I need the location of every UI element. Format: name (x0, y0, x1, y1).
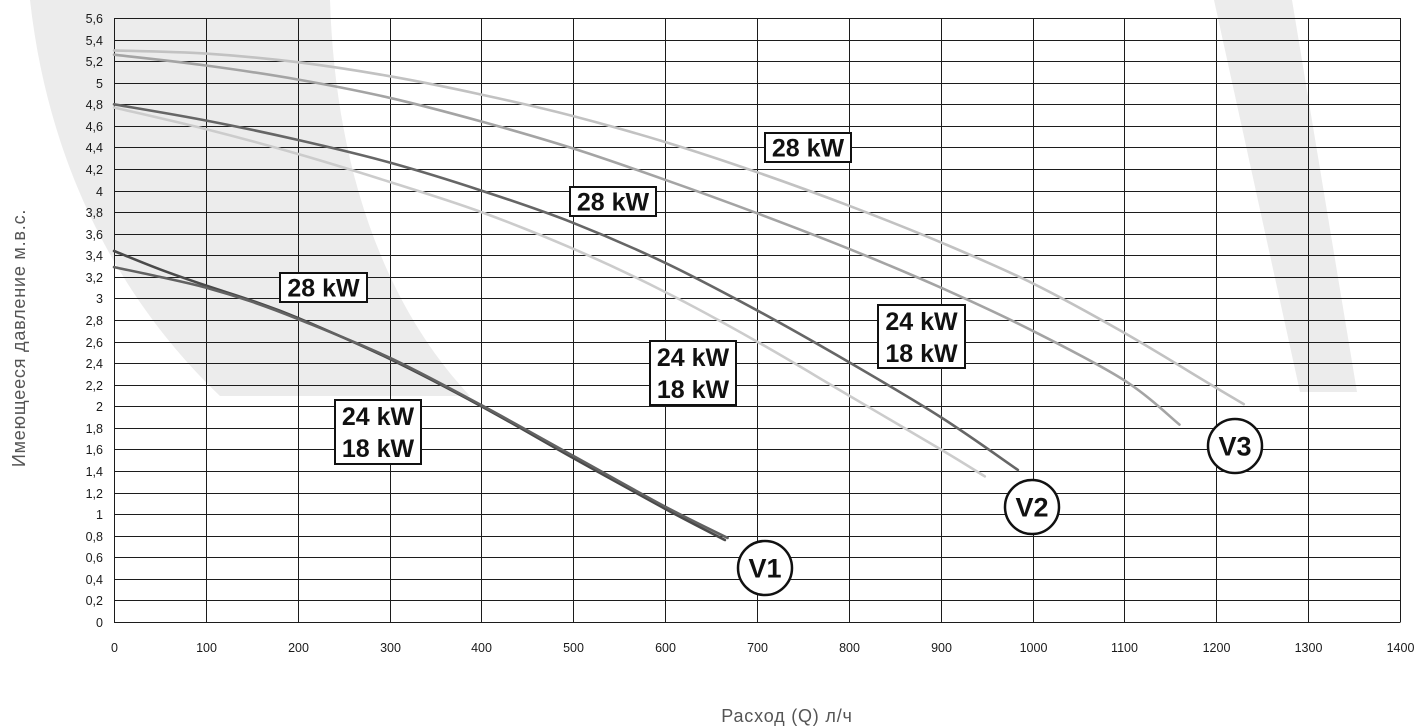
grid (114, 18, 1401, 623)
speed-text: V2 (1015, 493, 1048, 523)
label-v1-28kw: 28 kW (279, 272, 368, 303)
x-tick-label: 1000 (1020, 641, 1048, 655)
speed-circle (736, 539, 794, 597)
y-tick-label: 0 (96, 616, 103, 630)
curve-v1-24-kw-18-kw (112, 265, 729, 540)
y-tick-label: 1,4 (86, 465, 103, 479)
curve-v3-28-kw (112, 49, 1246, 406)
pump-curves (112, 49, 1246, 542)
y-tick-label: 2,8 (86, 314, 103, 328)
y-tick-label: 3,6 (86, 228, 103, 242)
label-text: 24 kW (342, 403, 415, 431)
x-axis-tick-labels: 0 100 200 300 400 500 600 700 800 900 1000 1100 1200… (111, 641, 1414, 655)
y-tick-label: 3,4 (86, 249, 103, 263)
y-tick-label: 0,6 (86, 551, 103, 565)
label-box (764, 132, 852, 163)
y-tick-label: 5,4 (86, 34, 103, 48)
y-tick-label: 1,8 (86, 422, 103, 436)
speed-text: V1 (748, 554, 781, 584)
x-tick-label: 1300 (1295, 641, 1323, 655)
x-tick-label: 300 (380, 641, 401, 655)
y-tick-label: 2,6 (86, 336, 103, 350)
y-tick-label: 5,6 (86, 12, 103, 26)
label-box (334, 399, 422, 465)
x-tick-label: 0 (111, 641, 118, 655)
x-tick-label: 600 (655, 641, 676, 655)
y-tick-label: 4,2 (86, 163, 103, 177)
label-text: 28 kW (772, 135, 845, 163)
label-box (877, 304, 966, 369)
speed-text: V3 (1218, 432, 1251, 462)
x-tick-label: 200 (288, 641, 309, 655)
y-axis-title: Имеющееся давление м.в.с. (9, 209, 29, 467)
x-tick-label: 100 (196, 641, 217, 655)
x-tick-label: 500 (563, 641, 584, 655)
x-tick-label: 700 (747, 641, 768, 655)
y-tick-label: 0,4 (86, 573, 103, 587)
y-tick-label: 5,2 (86, 55, 103, 69)
x-tick-label: 800 (839, 641, 860, 655)
curve-v2-24-kw-18-kw (112, 106, 987, 478)
y-tick-label: 3,2 (86, 271, 103, 285)
label-box (279, 272, 368, 303)
label-v2-28kw: 28 kW (569, 186, 657, 217)
label-v2-24kw-18kw: 24 kW 18 kW (649, 340, 737, 406)
speed-label-v3: V3 (1206, 417, 1264, 475)
watermark-right-stroke (1214, 0, 1357, 392)
y-tick-label: 5 (96, 77, 103, 91)
y-tick-label: 2,2 (86, 379, 103, 393)
curve-v3-24-kw-18-kw (112, 53, 1181, 426)
y-tick-label: 1,2 (86, 487, 103, 501)
x-tick-label: 900 (931, 641, 952, 655)
y-tick-label: 0,8 (86, 530, 103, 544)
label-text: 18 kW (342, 435, 415, 463)
curve-labels: 28 kW 24 kW 18 kW 28 kW 24 kW 18 kW 28 k… (279, 132, 966, 465)
speed-circle (1003, 478, 1061, 536)
label-text: 18 kW (657, 376, 730, 404)
label-v1-24kw-18kw: 24 kW 18 kW (334, 399, 422, 465)
x-axis-title: Расход (Q) л/ч (721, 706, 852, 726)
label-v3-24kw-18kw: 24 kW 18 kW (877, 304, 966, 369)
label-text: 24 kW (885, 308, 958, 336)
label-v3-28kw: 28 kW (764, 132, 852, 163)
label-box (569, 186, 657, 217)
label-box (649, 340, 737, 406)
y-tick-label: 2,4 (86, 357, 103, 371)
x-tick-label: 1200 (1203, 641, 1231, 655)
speed-label-v1: V1 (736, 539, 794, 597)
speed-circle (1206, 417, 1264, 475)
speed-labels: V1 V2 V3 (736, 417, 1264, 597)
y-tick-label: 4,6 (86, 120, 103, 134)
x-tick-label: 1100 (1111, 641, 1138, 655)
y-tick-label: 4,4 (86, 141, 103, 155)
y-tick-label: 0,2 (86, 594, 103, 608)
label-text: 24 kW (657, 344, 730, 372)
curve-v2-28-kw (112, 103, 1020, 472)
label-text: 28 kW (287, 275, 360, 303)
y-tick-label: 3,8 (86, 206, 103, 220)
y-tick-label: 4 (96, 185, 103, 199)
y-tick-label: 1 (96, 508, 103, 522)
y-tick-label: 1,6 (86, 443, 103, 457)
y-tick-label: 2 (96, 400, 103, 414)
speed-label-v2: V2 (1003, 478, 1061, 536)
x-tick-label: 1400 (1387, 641, 1415, 655)
y-tick-label: 3 (96, 292, 103, 306)
y-axis-tick-labels: 0 0,2 0,4 0,6 0,8 1 1,2 1,4 1,6 1,8 2 2,2 2,4 2,6 2,8 3… (86, 12, 103, 630)
y-tick-label: 4,8 (86, 98, 103, 112)
label-text: 18 kW (885, 340, 958, 368)
watermark-logo (30, 0, 1357, 396)
x-tick-label: 400 (471, 641, 492, 655)
label-text: 28 kW (577, 189, 650, 217)
